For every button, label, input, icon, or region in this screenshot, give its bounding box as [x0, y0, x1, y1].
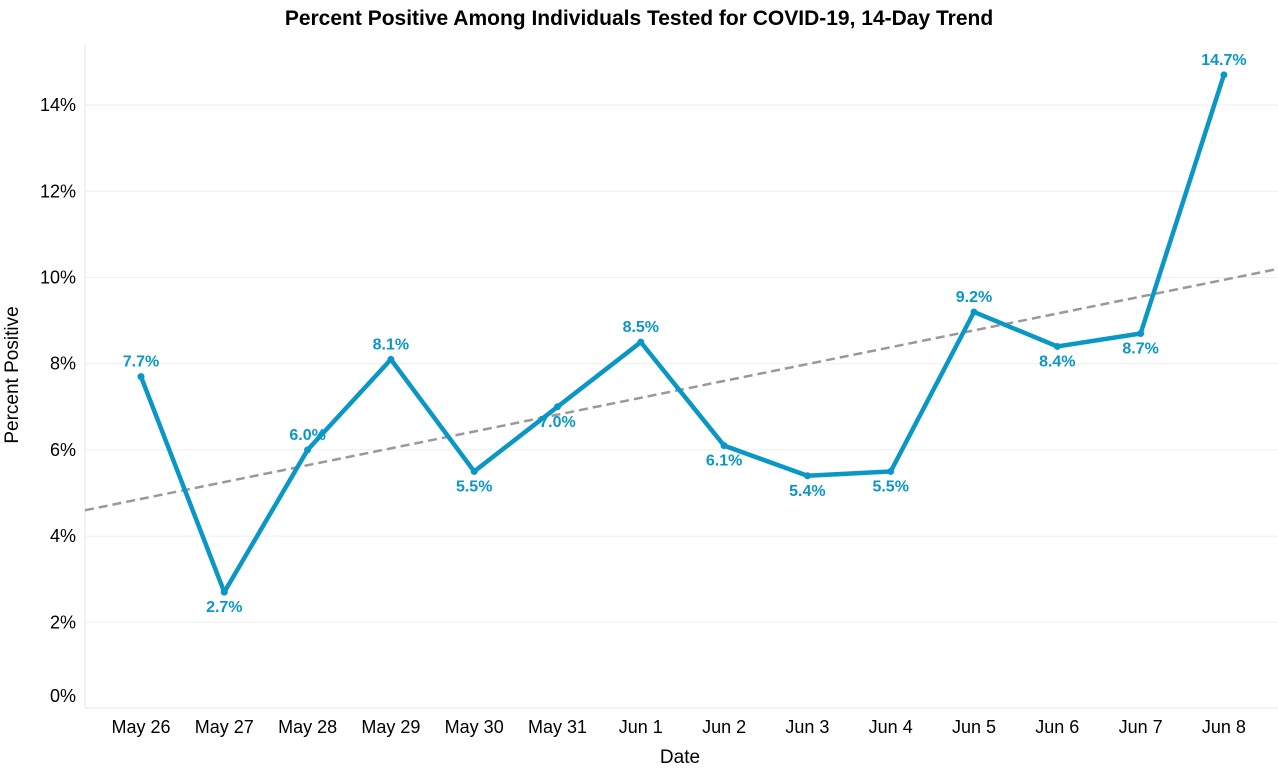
x-tick-label: May 30	[445, 717, 504, 737]
x-tick-label: Jun 1	[619, 717, 663, 737]
x-tick-label: Jun 6	[1035, 717, 1079, 737]
data-point	[803, 472, 811, 480]
data-point	[220, 588, 228, 596]
y-tick-label: 8%	[50, 354, 76, 374]
data-point	[304, 446, 312, 454]
y-tick-label: 10%	[40, 268, 76, 288]
data-point	[1220, 71, 1228, 79]
data-label: 5.5%	[872, 478, 908, 495]
data-label: 7.0%	[539, 414, 575, 431]
y-tick-label: 4%	[50, 526, 76, 546]
y-tick-label: 6%	[50, 440, 76, 460]
x-tick-label: Jun 8	[1202, 717, 1246, 737]
data-label: 6.0%	[289, 427, 325, 444]
data-point	[1137, 330, 1145, 338]
x-tick-label: May 28	[278, 717, 337, 737]
x-tick-label: May 26	[111, 717, 170, 737]
data-point	[470, 467, 478, 475]
data-label: 7.7%	[123, 354, 159, 371]
data-point	[1053, 342, 1061, 350]
x-tick-label: Jun 2	[702, 717, 746, 737]
data-label: 2.7%	[206, 599, 242, 616]
data-labels: 7.7% 2.7% 6.0% 8.1% 5.5% 7.0% 8.5% 6.1% 5.4% 5.5%…	[123, 52, 1247, 616]
series-group	[137, 71, 1228, 596]
x-tick-label: Jun 3	[785, 717, 829, 737]
data-label: 8.5%	[623, 319, 659, 336]
axes	[84, 45, 1278, 709]
data-point	[387, 355, 395, 363]
x-tick-label: May 27	[195, 717, 254, 737]
y-tick-label: 0%	[50, 686, 76, 706]
data-label: 8.4%	[1039, 353, 1075, 370]
y-tick-label: 14%	[40, 95, 76, 115]
data-point	[554, 403, 561, 411]
data-point	[637, 338, 645, 346]
data-point	[137, 373, 145, 381]
y-tick-label: 12%	[40, 181, 76, 201]
chart-title: Percent Positive Among Individuals Teste…	[285, 7, 993, 30]
x-tick-labels: May 26 May 27 May 28 May 29 May 30 May 31 Jun …	[111, 717, 1245, 737]
series-line	[138, 72, 1227, 595]
y-tick-label: 2%	[50, 612, 76, 632]
data-point	[970, 308, 978, 316]
data-point	[720, 442, 728, 450]
data-label: 8.7%	[1122, 341, 1158, 358]
y-tick-labels: 0% 2% 4% 6% 8% 10% 12% 14%	[40, 95, 76, 706]
data-label: 5.4%	[789, 483, 825, 500]
x-tick-label: Jun 4	[869, 717, 913, 737]
x-tick-label: May 29	[361, 717, 420, 737]
data-label: 14.7%	[1201, 52, 1246, 69]
data-label: 6.1%	[706, 453, 742, 470]
data-label: 9.2%	[956, 289, 992, 306]
x-tick-label: May 31	[528, 717, 587, 737]
data-point	[887, 467, 895, 475]
y-axis-label: Percent Positive	[2, 306, 23, 443]
gridlines	[85, 104, 1278, 623]
x-axis-label: Date	[660, 747, 700, 768]
data-label: 5.5%	[456, 478, 492, 495]
x-tick-label: Jun 7	[1119, 717, 1163, 737]
data-label: 8.1%	[373, 336, 409, 353]
x-tick-label: Jun 5	[952, 717, 996, 737]
